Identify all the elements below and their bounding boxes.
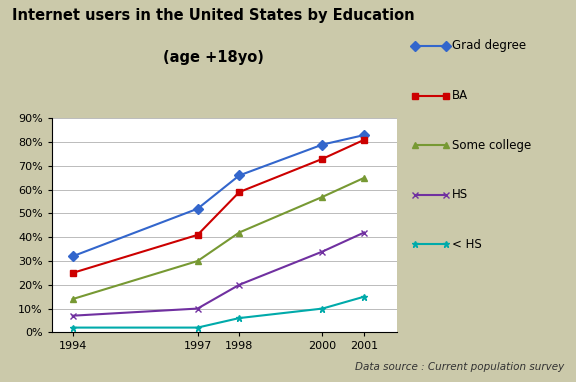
- < HS: [236, 316, 242, 320]
- Some college: [361, 176, 367, 180]
- HS: [194, 306, 201, 311]
- BA: [319, 157, 326, 161]
- Text: Some college: Some college: [452, 139, 532, 152]
- < HS: [319, 306, 326, 311]
- Line: Some college: Some college: [69, 174, 367, 303]
- HS: [236, 283, 242, 287]
- BA: [361, 138, 367, 142]
- Text: < HS: < HS: [452, 238, 482, 251]
- < HS: [361, 295, 367, 299]
- < HS: [194, 325, 201, 330]
- Grad degree: [69, 254, 76, 259]
- Some college: [319, 194, 326, 199]
- Line: BA: BA: [69, 136, 367, 277]
- Grad degree: [361, 133, 367, 138]
- Text: Internet users in the United States by Education: Internet users in the United States by E…: [12, 8, 415, 23]
- Grad degree: [236, 173, 242, 178]
- Some college: [194, 259, 201, 263]
- Line: HS: HS: [69, 229, 367, 319]
- Line: Grad degree: Grad degree: [69, 131, 367, 260]
- Text: Grad degree: Grad degree: [452, 39, 526, 52]
- Grad degree: [319, 142, 326, 147]
- BA: [69, 270, 76, 275]
- Line: < HS: < HS: [69, 293, 367, 331]
- BA: [194, 233, 201, 237]
- Some college: [69, 297, 76, 301]
- BA: [236, 190, 242, 194]
- Text: Data source : Current population survey: Data source : Current population survey: [355, 363, 564, 372]
- HS: [361, 230, 367, 235]
- Grad degree: [194, 206, 201, 211]
- Text: (age +18yo): (age +18yo): [162, 50, 264, 65]
- < HS: [69, 325, 76, 330]
- Text: BA: BA: [452, 89, 468, 102]
- HS: [319, 249, 326, 254]
- HS: [69, 313, 76, 318]
- Some college: [236, 230, 242, 235]
- Text: HS: HS: [452, 188, 468, 201]
